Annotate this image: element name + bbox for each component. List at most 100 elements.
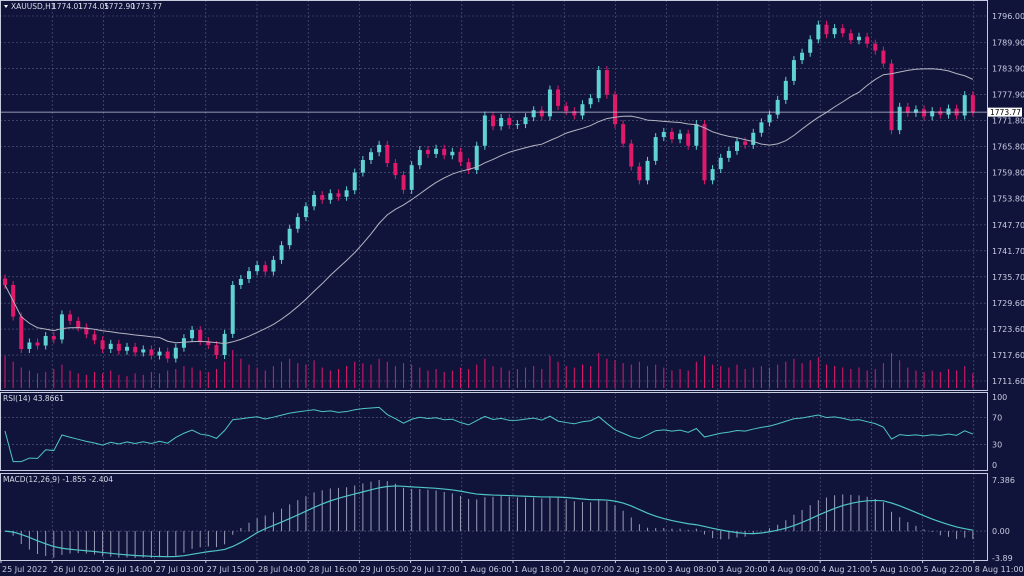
candle-body [409,165,414,190]
current-price-box [988,107,1022,117]
candle-body [840,28,845,34]
candle-body [27,342,32,349]
candle-body [385,144,390,164]
time-tick-label: 5 Aug 22:00 [924,565,973,574]
candle-body [718,157,723,170]
candle-body [848,33,853,41]
candle-body [19,316,24,349]
price-tick-label: 1796.00 [992,12,1024,21]
macd-title: MACD(12,26,9) -1.855 -2.404 [3,475,113,484]
candle-body [51,336,56,340]
macd-tick-label: 0.00 [992,527,1010,536]
candle-body [938,111,943,115]
price-tick-label: 1711.60 [992,377,1024,386]
candle-body [832,28,837,35]
candle-body [678,133,683,140]
candle-body [393,163,398,176]
time-tick-label: 29 Jul 17:00 [412,565,460,574]
candle-body [962,95,967,116]
symbol-label: XAUUSD,H1 [11,2,56,11]
candle-body [596,70,601,99]
candle-body [873,43,878,51]
candle-body [791,60,796,81]
candle-body [686,133,691,146]
candle-body [320,195,325,200]
dropdown-triangle-icon[interactable] [4,5,8,8]
candle-body [767,114,772,123]
candle-body [165,351,170,359]
candle-body [181,338,186,348]
price-tick-label: 1729.60 [992,299,1024,308]
candle-body [125,346,129,351]
candle-body [198,329,203,342]
candle-body [482,115,487,146]
candle-body [263,265,268,272]
candle-body [108,343,113,349]
candle-body [572,111,577,116]
rsi-tick-label: 0 [992,461,997,470]
candle-body [474,145,479,170]
rsi-line [4,406,974,463]
time-tick-label: 25 Jul 2022 [2,565,47,574]
candle-body [173,347,178,359]
candle-body [759,122,764,133]
candle-body [905,106,910,113]
candle-body [377,144,382,153]
candle-body [450,151,455,156]
candle-body [808,39,813,53]
macd-histogram [12,480,974,558]
candle-body [230,284,235,334]
candle-body [621,124,626,144]
candle-body [694,124,699,146]
candle-body [238,278,243,285]
candle-body [604,70,609,95]
candle-body [287,228,292,246]
candle-body [645,160,650,181]
candle-body [214,345,219,356]
moving-average-line [4,68,974,345]
candle-body [149,349,154,356]
candle-body [255,265,260,272]
time-axis: 25 Jul 2022 26 Jul 02:00 26 Jul 14:00 27 Ju… [0,560,1024,574]
candle-body [800,52,805,61]
candle-body [669,131,674,140]
candle-body [295,217,300,229]
grid-lines [0,0,987,560]
candle-body [523,117,528,125]
price-tick-label: 1783.90 [992,64,1024,73]
candle-body [76,320,81,328]
candle-body [43,336,48,346]
candle-body [661,131,666,138]
current-price-label: 1773.77 [990,108,1021,117]
candle-body [133,346,138,353]
time-tick-label: 2 Aug 07:00 [565,565,614,574]
candle-body [417,150,422,166]
candle-body [68,314,73,321]
time-tick-label: 4 Aug 21:00 [821,565,870,574]
candle-body [735,141,739,151]
time-tick-label: 4 Aug 09:00 [770,565,819,574]
price-tick-label: 1765.80 [992,143,1024,152]
time-tick-label: 2 Aug 19:00 [616,565,665,574]
candle-body [3,278,7,285]
pane-border [0,0,988,391]
candle-body [328,193,333,200]
candle-body [369,152,373,161]
candle-body [190,329,195,339]
candlesticks [3,20,975,363]
open-value: 1774.01 [52,2,83,11]
candle-body [84,327,89,335]
candle-body [970,95,975,113]
candle-body [352,172,357,191]
candle-body [629,143,634,167]
candle-body [637,166,642,181]
candle-body [930,111,935,117]
time-tick-label: 1 Aug 18:00 [514,565,563,574]
candle-body [515,124,520,126]
candle-body [889,63,894,131]
candle-body [726,150,731,158]
price-tick-label: 1741.70 [992,247,1024,256]
candle-body [824,24,829,35]
candle-body [434,148,439,154]
